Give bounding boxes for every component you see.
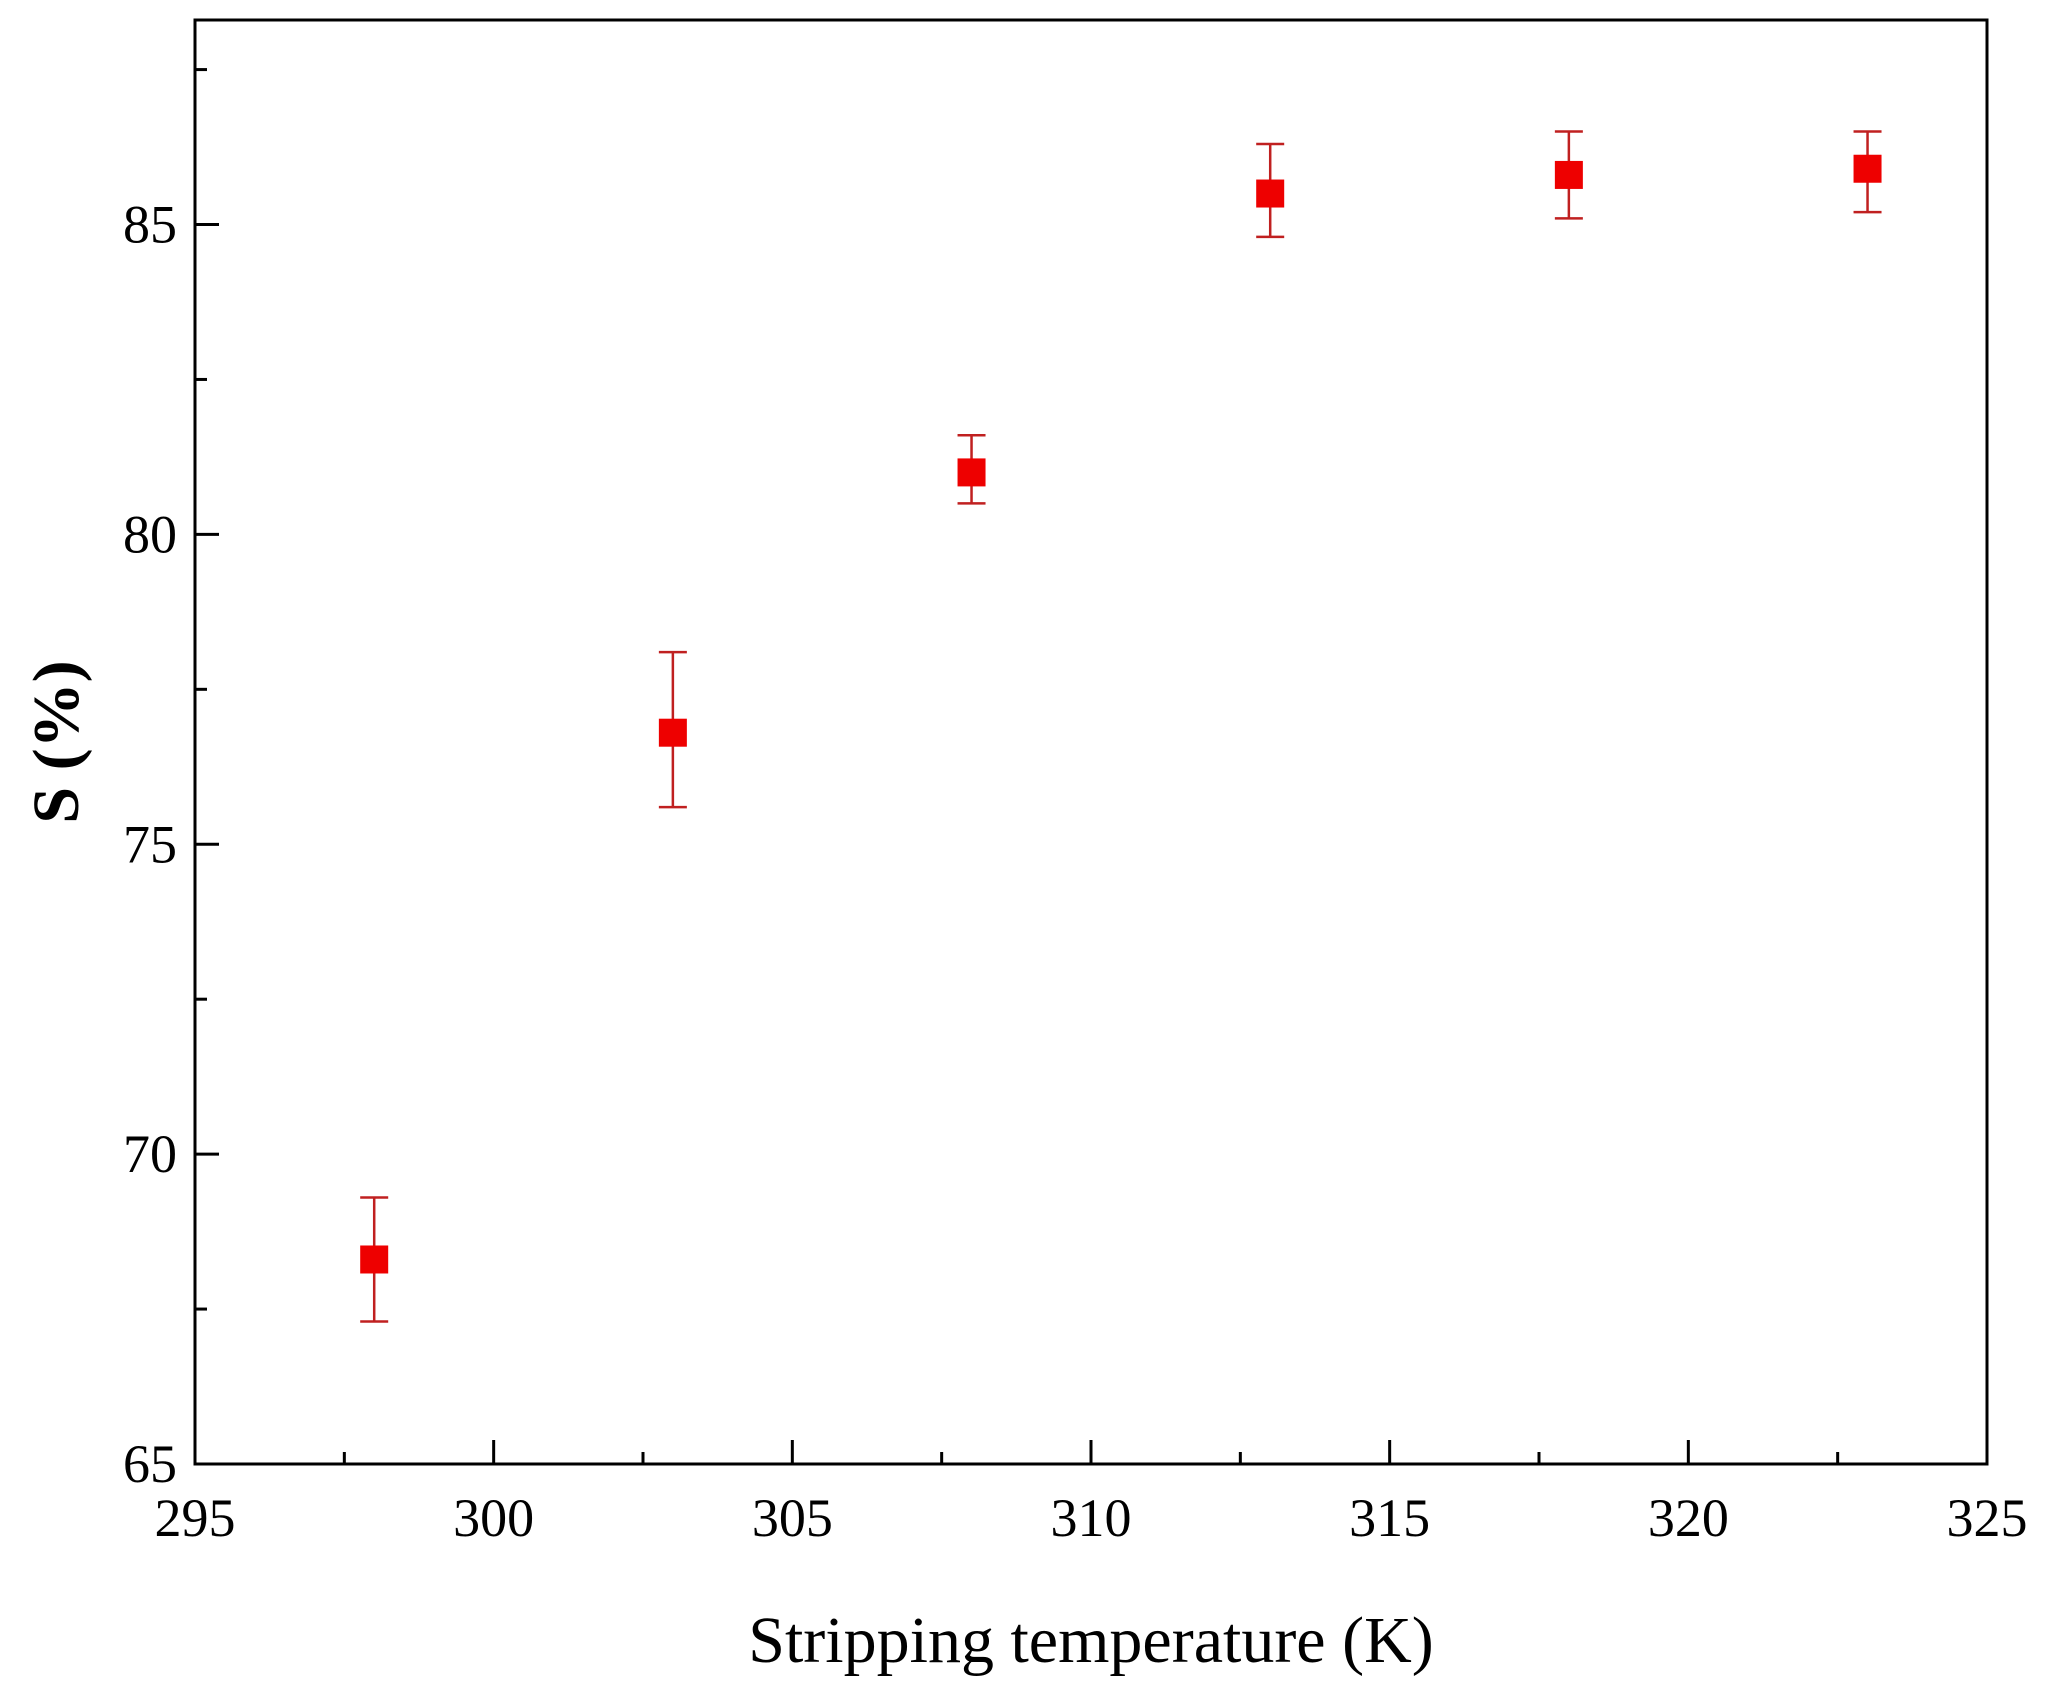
x-tick-label: 310 [1051,1488,1132,1548]
x-tick-label: 320 [1648,1488,1729,1548]
plot-frame [193,18,1989,1466]
y-tick-label: 65 [123,1434,177,1494]
data-point [1256,142,1285,239]
data-points [360,130,1882,1323]
y-tick-label: 85 [123,195,177,255]
x-tick-label: 295 [155,1488,236,1548]
y-axis-ticks: 65 70 75 80 85 [123,68,219,1494]
data-point [1853,130,1882,214]
x-tick-label: 325 [1947,1488,2028,1548]
y-tick-label: 75 [123,814,177,874]
x-tick-label: 305 [752,1488,833,1548]
x-tick-label: 300 [453,1488,534,1548]
square-marker [1554,160,1583,189]
y-axis-title: S (%) [20,660,93,823]
y-tick-label: 80 [123,504,177,564]
square-marker [1853,154,1882,183]
square-marker [957,458,986,487]
square-marker [1256,179,1285,208]
data-point [1554,130,1583,220]
data-point [658,650,687,809]
x-axis-title: Stripping temperature (K) [748,1604,1433,1677]
y-tick-label: 70 [123,1124,177,1184]
square-marker [360,1245,389,1274]
data-point [957,433,986,505]
x-axis-ticks: 295 300 305 310 315 320 325 [155,1440,2028,1548]
x-tick-label: 315 [1349,1488,1430,1548]
square-marker [658,718,687,747]
data-point [360,1196,389,1323]
